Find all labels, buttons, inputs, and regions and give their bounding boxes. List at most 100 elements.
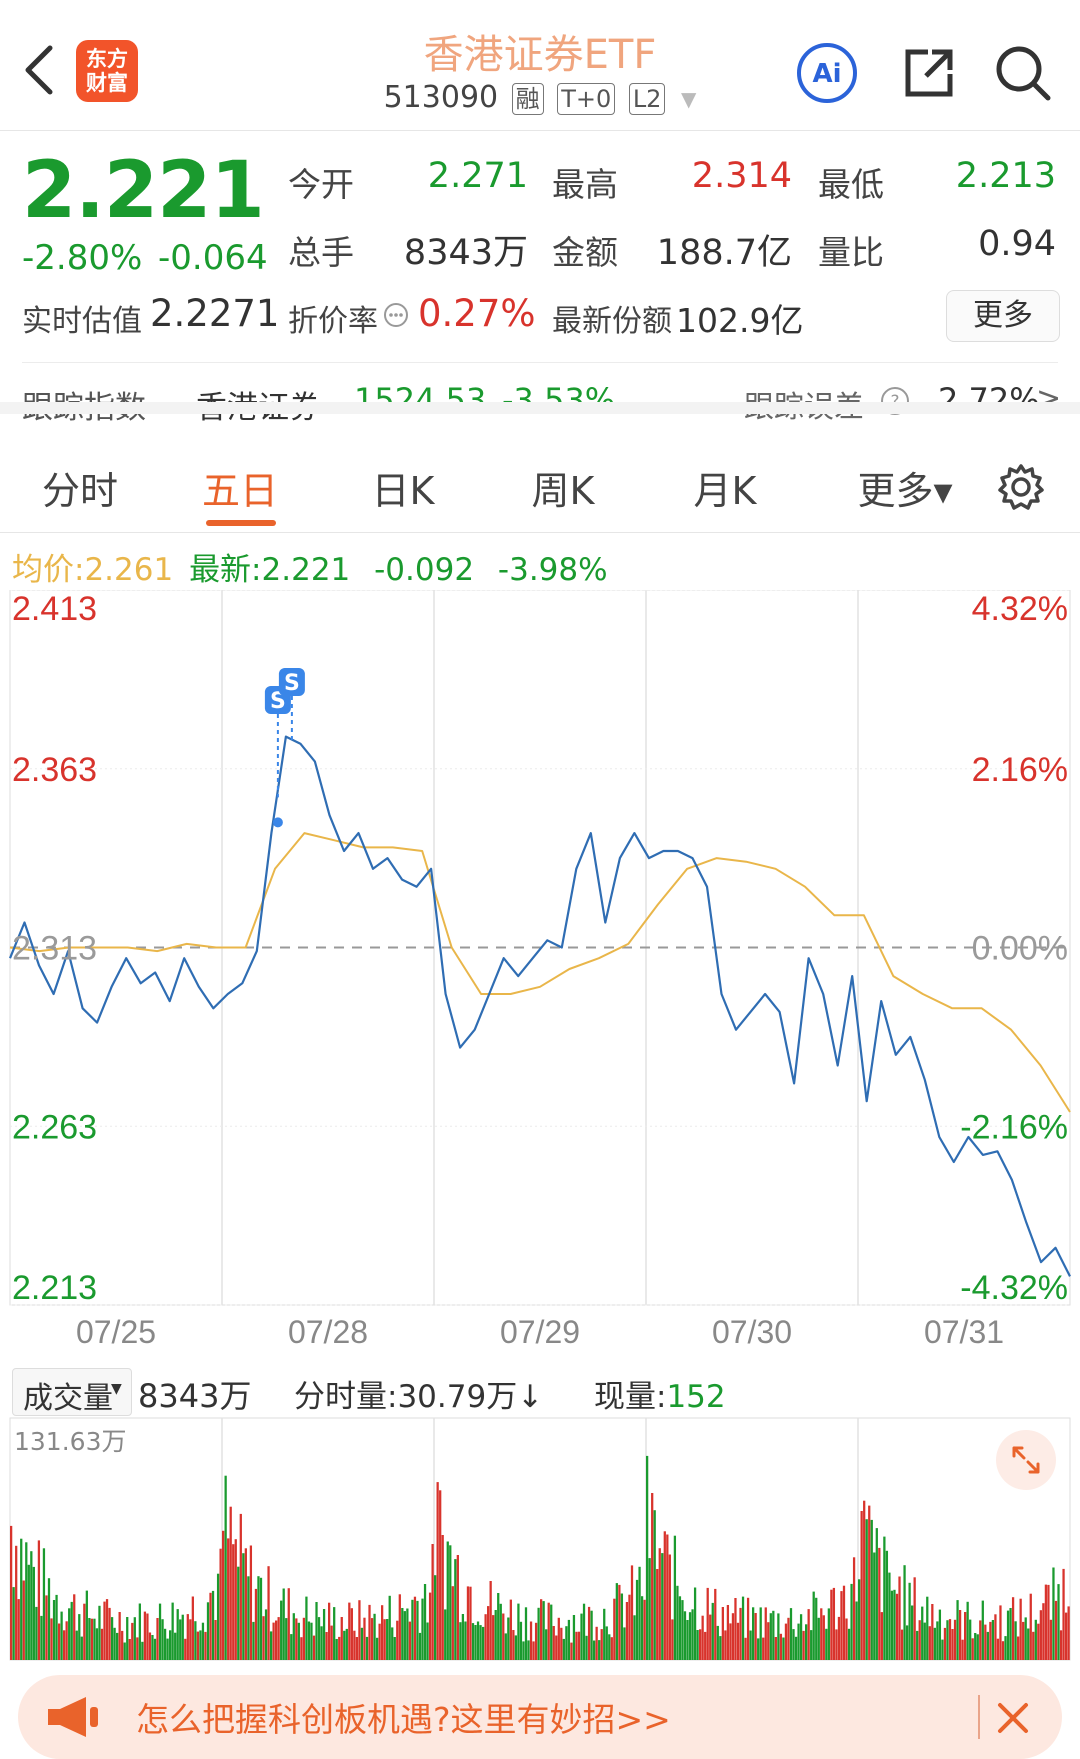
volume-bar — [396, 1620, 399, 1660]
volume-bar — [320, 1626, 323, 1660]
volume-bar — [55, 1594, 58, 1660]
tab-intraday[interactable]: 分时 — [41, 469, 118, 513]
volume-bar — [169, 1630, 172, 1660]
more-button[interactable]: 更多 — [946, 290, 1060, 342]
volume-bar — [711, 1602, 714, 1660]
volume-bar — [762, 1637, 765, 1660]
tab-weekly-k[interactable]: 周K — [531, 469, 595, 513]
volume-bar — [810, 1630, 813, 1660]
volume-bar — [181, 1614, 184, 1660]
volume-bar — [608, 1634, 611, 1660]
volume-bar — [52, 1600, 56, 1660]
volume-bar — [676, 1585, 679, 1660]
volume-bar — [259, 1577, 263, 1660]
volume-bar — [673, 1535, 677, 1660]
share-icon[interactable] — [898, 42, 960, 104]
volume-bar — [272, 1622, 275, 1660]
volume-bar — [999, 1605, 1002, 1660]
volume-bar — [635, 1579, 639, 1660]
volume-bar — [820, 1608, 823, 1660]
volume-bar — [580, 1613, 583, 1660]
volume-bar — [88, 1618, 91, 1660]
volume-bar — [383, 1619, 386, 1660]
volume-bar — [777, 1613, 780, 1660]
volume-bar — [850, 1583, 853, 1660]
volume-bar — [479, 1625, 482, 1660]
ai-icon: Ai — [797, 43, 857, 103]
tab-five-day[interactable]: 五日 — [201, 469, 278, 513]
volume-bar — [807, 1609, 810, 1660]
volume-bar — [923, 1622, 926, 1660]
volume-bar — [567, 1619, 571, 1660]
volume-bar — [646, 1455, 649, 1660]
volume-bar — [517, 1603, 520, 1660]
app-logo[interactable]: 东方 财富 — [76, 40, 138, 102]
volume-bar — [509, 1599, 512, 1660]
volume-bar — [620, 1593, 624, 1660]
volume-bar — [938, 1609, 942, 1660]
volume-bar — [731, 1613, 735, 1660]
volume-bar — [1054, 1600, 1058, 1660]
close-icon[interactable] — [994, 1699, 1032, 1737]
tab-more[interactable]: 更多▾ — [857, 469, 953, 513]
expand-button[interactable] — [996, 1430, 1056, 1490]
volume-bar — [353, 1630, 356, 1660]
tag-margin: 融 — [511, 82, 544, 115]
volume-bar — [227, 1538, 230, 1660]
avg-value: 2.261 — [84, 552, 174, 588]
current-volume: 现量:152 — [594, 1371, 726, 1416]
volume-total: 8343万 — [138, 1377, 252, 1415]
volume-bar — [63, 1630, 66, 1660]
volume-bar — [282, 1588, 285, 1660]
volume-bar — [772, 1610, 775, 1660]
volume-bar — [527, 1640, 530, 1660]
volume-bar — [774, 1637, 777, 1660]
volume-bar — [368, 1604, 371, 1660]
volume-bar — [603, 1608, 606, 1660]
tab-daily-k[interactable]: 日K — [371, 469, 435, 513]
volume-bar — [338, 1636, 341, 1660]
volume-bar — [300, 1637, 303, 1660]
volume-bar — [70, 1601, 73, 1660]
info-dots-icon[interactable] — [383, 302, 409, 328]
volume-bar — [381, 1605, 384, 1660]
volume-bar — [30, 1551, 33, 1660]
volume-bar — [817, 1617, 820, 1660]
volume-bar — [769, 1613, 772, 1660]
volume-bar — [600, 1629, 603, 1660]
volume-bar — [312, 1635, 316, 1660]
volume-bar — [610, 1637, 613, 1660]
volume-bar — [373, 1613, 376, 1660]
volume-bar — [476, 1621, 480, 1660]
search-icon[interactable] — [992, 42, 1054, 104]
back-arrow-icon[interactable] — [18, 40, 62, 100]
dropdown-triangle-icon[interactable]: ▼ — [681, 86, 697, 111]
volume-bar — [966, 1601, 969, 1660]
volume-bar — [916, 1630, 919, 1660]
volume-bar — [678, 1596, 682, 1660]
volume-selector[interactable]: 成交量 ▼ — [12, 1368, 132, 1416]
volume-bar — [20, 1538, 23, 1660]
volume-bar — [426, 1622, 429, 1660]
volume-bar — [875, 1528, 878, 1660]
settings-gear-icon[interactable] — [996, 462, 1046, 512]
volume-bar — [375, 1637, 379, 1660]
volume-bar — [466, 1586, 470, 1660]
volume-bar — [1011, 1597, 1015, 1660]
tab-monthly-k[interactable]: 月K — [693, 469, 757, 513]
avg-label: 均价: — [12, 552, 85, 588]
volume-bar — [75, 1630, 78, 1660]
ai-button[interactable]: Ai — [796, 42, 858, 104]
y-tick-label-right: 4.32% — [972, 590, 1068, 628]
volume-bar — [370, 1618, 374, 1660]
volume-bar — [141, 1641, 144, 1660]
promo-banner[interactable]: 怎么把握科创板机遇?这里有妙招>> — [18, 1675, 1062, 1759]
volume-bar — [870, 1519, 873, 1660]
volume-bar — [204, 1631, 207, 1660]
volume-bar — [757, 1638, 760, 1660]
price-chart[interactable]: 2.413 4.32% 2.363 2.16% 2.313 0.00% 2.263 -2.16… — [0, 590, 1080, 1360]
volume-bar — [873, 1552, 876, 1660]
volume-bar — [459, 1622, 462, 1660]
volume-chart[interactable] — [0, 1415, 1080, 1665]
volume-bar — [739, 1607, 742, 1660]
